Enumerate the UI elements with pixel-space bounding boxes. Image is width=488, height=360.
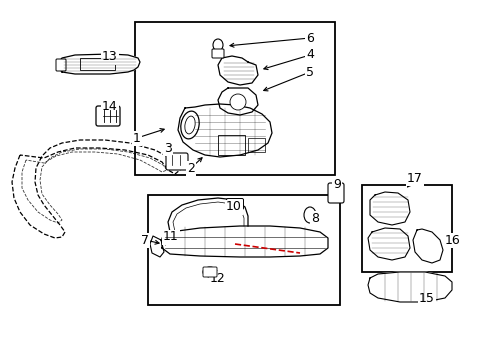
Polygon shape — [162, 226, 327, 257]
Bar — [135, 22, 334, 175]
Bar — [80, 58, 115, 70]
FancyBboxPatch shape — [165, 153, 187, 170]
FancyBboxPatch shape — [56, 59, 66, 71]
Ellipse shape — [184, 116, 195, 134]
Ellipse shape — [181, 111, 199, 139]
Polygon shape — [218, 88, 258, 115]
Text: 3: 3 — [164, 141, 172, 154]
Polygon shape — [58, 54, 140, 74]
FancyBboxPatch shape — [212, 49, 224, 58]
Bar — [148, 195, 339, 305]
Bar — [247, 138, 264, 152]
Text: 8: 8 — [310, 211, 318, 225]
Ellipse shape — [203, 267, 217, 277]
Polygon shape — [412, 229, 442, 263]
Ellipse shape — [229, 94, 245, 110]
Text: 1: 1 — [133, 131, 141, 144]
Bar — [218, 135, 244, 155]
Text: 7: 7 — [141, 234, 149, 247]
Text: 13: 13 — [102, 50, 118, 63]
FancyBboxPatch shape — [203, 267, 217, 277]
Text: 16: 16 — [444, 234, 460, 247]
Text: 2: 2 — [187, 162, 195, 175]
Polygon shape — [367, 228, 409, 260]
FancyBboxPatch shape — [226, 198, 243, 210]
Text: 11: 11 — [163, 230, 179, 243]
Polygon shape — [367, 272, 451, 302]
Text: 4: 4 — [305, 49, 313, 62]
Text: 12: 12 — [210, 271, 225, 284]
Text: 15: 15 — [418, 292, 434, 305]
Polygon shape — [150, 236, 163, 257]
FancyBboxPatch shape — [96, 106, 120, 126]
Bar — [361, 185, 451, 272]
Text: 14: 14 — [102, 100, 118, 113]
Text: 9: 9 — [332, 179, 340, 192]
Polygon shape — [178, 104, 271, 157]
Text: 10: 10 — [225, 201, 242, 213]
Text: 17: 17 — [406, 171, 422, 184]
Text: 6: 6 — [305, 31, 313, 45]
FancyBboxPatch shape — [327, 183, 343, 203]
Ellipse shape — [213, 39, 223, 51]
Text: 5: 5 — [305, 66, 313, 78]
Polygon shape — [218, 56, 258, 85]
Polygon shape — [369, 192, 409, 225]
Ellipse shape — [304, 207, 315, 223]
